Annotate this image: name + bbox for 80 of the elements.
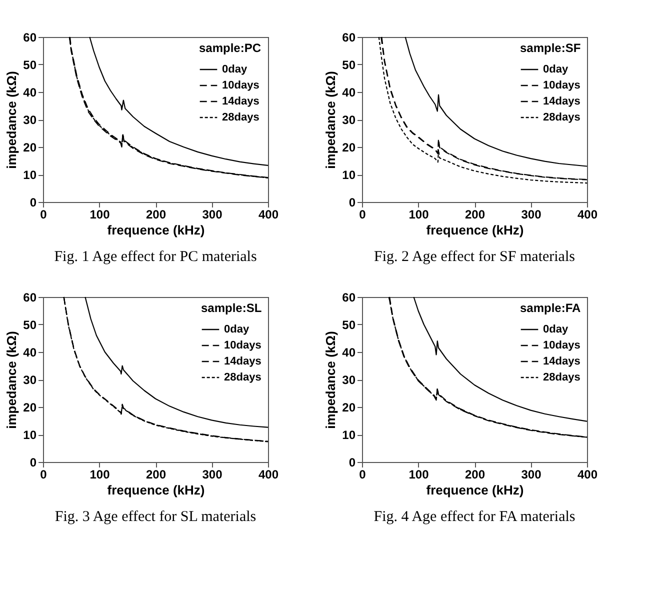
x-tick-label: 300 [521,468,542,482]
y-tick-label: 40 [23,346,37,360]
y-tick-label: 60 [342,290,356,304]
x-tick-label: 200 [146,468,166,482]
y-axis-title: impedance (kΩ) [323,331,338,429]
x-tick-label: 200 [146,208,166,222]
legend-title: sample:SF [520,41,581,55]
x-tick-label: 300 [521,208,542,222]
x-tick-label: 0 [359,208,366,222]
y-tick-label: 10 [23,168,37,182]
y-tick-label: 20 [23,400,37,414]
y-tick-label: 40 [342,86,356,100]
legend-label: 28days [224,372,262,384]
y-tick-label: 50 [23,58,37,72]
legend-label: 14days [543,96,580,108]
y-tick-label: 30 [23,373,37,387]
y-tick-label: 20 [342,140,356,154]
x-tick-label: 400 [577,468,598,482]
y-tick-label: 60 [23,290,37,304]
x-tick-label: 100 [408,208,430,222]
text: Fig. 4 Age effect for FA materials [374,509,576,525]
text: Fig. 3 Age effect for SL materials [54,509,256,525]
x-tick-label: 0 [40,208,48,222]
y-tick-label: 0 [348,196,356,210]
y-tick-label: 0 [348,456,356,470]
legend-label: 10days [543,340,580,352]
legend-label: 28days [543,372,580,384]
y-tick-label: 50 [23,318,37,332]
y-tick-label: 60 [342,30,356,44]
y-axis-title: impedance (kΩ) [4,71,20,169]
legend-label: 0day [224,324,250,336]
y-tick-label: 10 [342,428,356,442]
y-tick-label: 40 [23,86,37,100]
legend-title: sample:SL [201,301,262,315]
x-tick-label: 400 [258,208,279,222]
x-axis-title: frequence (kHz) [107,482,205,498]
y-axis-title: impedance (kΩ) [323,71,338,169]
legend-label: 0day [543,324,569,336]
text: Fig. 1 Age effect for PC materials [54,249,257,265]
y-tick-label: 60 [23,30,37,44]
x-tick-label: 0 [40,468,48,482]
x-tick-label: 100 [90,208,110,222]
x-tick-label: 300 [202,468,223,482]
x-axis-title: frequence (kHz) [426,482,524,498]
legend-label: 10days [224,340,262,352]
legend-label: 14days [543,356,580,368]
y-tick-label: 50 [342,58,356,72]
legend-label: 10days [222,80,260,92]
y-tick-label: 20 [23,140,37,154]
legend-label: 28days [222,112,260,124]
legend-label: 14days [224,356,262,368]
legend-title: sample:PC [199,41,262,55]
x-tick-label: 0 [359,468,366,482]
x-tick-label: 100 [408,468,430,482]
x-tick-label: 400 [577,208,598,222]
y-tick-label: 30 [342,373,356,387]
y-tick-label: 40 [342,346,356,360]
text: Fig. 2 Age effect for SF materials [374,249,576,265]
y-tick-label: 50 [342,318,356,332]
y-tick-label: 10 [342,168,356,182]
legend-label: 0day [543,64,569,76]
x-tick-label: 200 [464,208,486,222]
legend-title: sample:FA [520,301,582,315]
y-tick-label: 0 [30,196,37,210]
x-tick-label: 200 [464,468,486,482]
y-tick-label: 0 [30,456,37,470]
x-tick-label: 400 [258,468,279,482]
y-tick-label: 10 [23,428,37,442]
legend-label: 10days [543,80,580,92]
x-axis-title: frequence (kHz) [107,222,205,238]
y-tick-label: 20 [342,400,356,414]
legend-label: 14days [222,96,260,108]
legend-label: 0day [222,64,248,76]
x-axis-title: frequence (kHz) [426,222,524,238]
y-tick-label: 30 [23,113,37,127]
y-axis-title: impedance (kΩ) [4,331,20,429]
x-tick-label: 300 [202,208,223,222]
x-tick-label: 100 [90,468,110,482]
legend-label: 28days [543,112,580,124]
y-tick-label: 30 [342,113,356,127]
